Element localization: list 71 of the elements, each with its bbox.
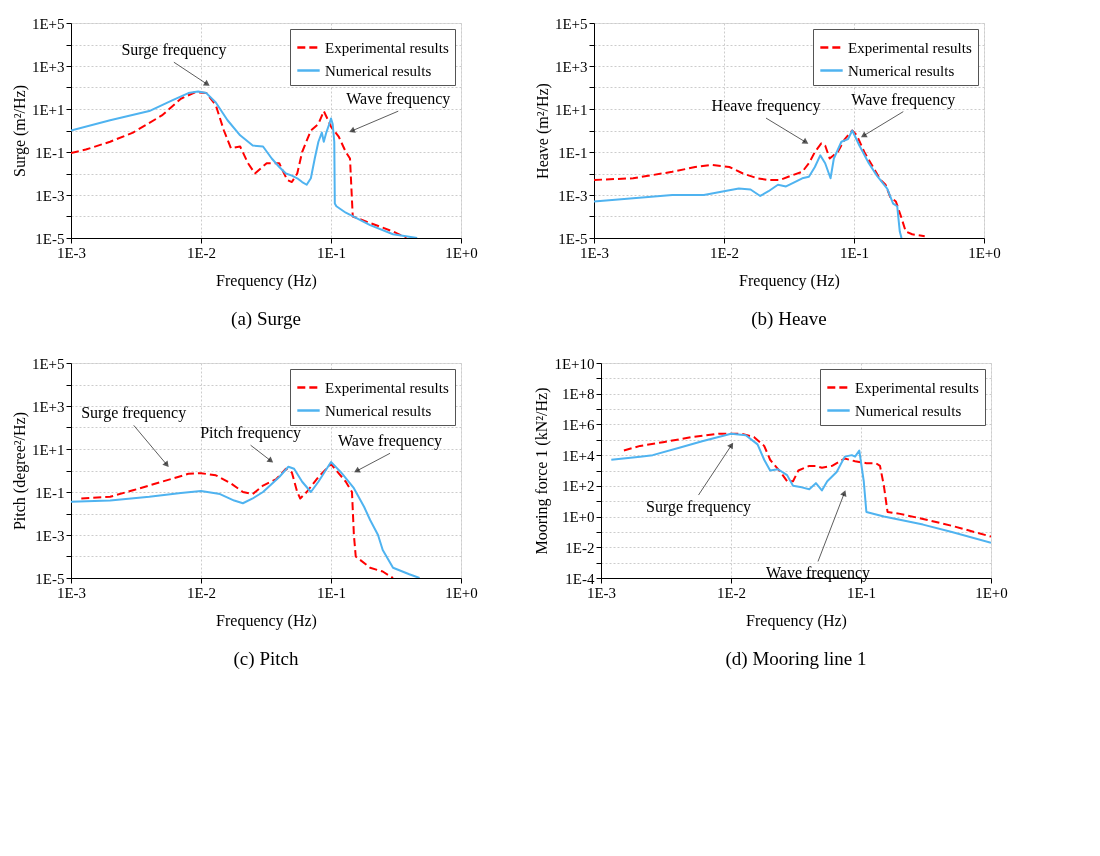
y-axis-title: Pitch (degree²/Hz) [10,411,29,531]
x-tick-label: 1E-1 [839,244,870,261]
text: (c) Pitch [233,648,299,670]
x-axis-title: Frequency (Hz) [739,271,840,290]
x-axis-title: Frequency (Hz) [216,611,317,630]
y-tick-label: 1E+4 [561,447,595,464]
legend-label: Numerical results [325,62,432,79]
y-tick-label: 1E+1 [31,101,65,118]
y-tick-label: 1E-5 [558,230,588,247]
y-tick-label: 1E-2 [565,539,595,556]
y-tick-label: 1E-1 [35,484,65,501]
y-tick-label: 1E+2 [561,478,595,495]
y-tick-label: 1E+1 [554,101,588,118]
x-tick-label: 1E-2 [186,244,217,261]
legend-label: Numerical results [848,62,955,79]
annotation: Surge frequency [81,404,187,423]
legend-label: Numerical results [855,402,962,419]
y-tick-label: 1E-3 [35,527,65,544]
annotation: Surge frequency [121,41,227,60]
text: (a) Surge [231,308,301,330]
x-tick-label: 1E-3 [586,584,617,601]
legend-label: Experimental results [848,39,972,56]
x-tick-label: 1E+0 [968,244,1001,261]
legend-label: Experimental results [325,379,449,396]
x-tick-label: 1E-3 [56,244,87,261]
legend-label: Experimental results [325,39,449,56]
x-tick-label: 1E+0 [445,584,478,601]
y-tick-label: 1E-3 [35,187,65,204]
x-tick-label: 1E-1 [316,244,347,261]
annotation: Surge frequency [646,498,751,517]
y-tick-label: 1E+3 [31,398,65,415]
y-tick-label: 1E+10 [554,355,595,372]
y-tick-label: 1E+0 [561,509,595,526]
legend-label: Experimental results [855,379,979,396]
y-tick-label: 1E-5 [35,570,65,587]
y-tick-label: 1E-3 [558,187,588,204]
y-tick-label: 1E-4 [565,570,595,587]
y-tick-label: 1E-1 [558,144,588,161]
x-tick-label: 1E-3 [56,584,87,601]
y-axis-title: Mooring force 1 (kN²/Hz) [533,387,552,555]
y-tick-label: 1E+1 [31,441,65,458]
y-tick-label: 1E+3 [554,58,588,75]
annotation: Heave frequency [711,97,821,116]
y-tick-label: 1E-1 [35,144,65,161]
y-axis-title: Surge (m²/Hz) [10,84,29,178]
y-tick-label: 1E+6 [561,416,595,433]
text: (b) Heave [751,308,827,330]
x-tick-label: 1E-2 [716,584,747,601]
x-tick-label: 1E-3 [579,244,610,261]
x-tick-label: 1E-1 [846,584,877,601]
y-tick-label: 1E+5 [31,355,65,372]
y-tick-label: 1E-5 [35,230,65,247]
text: (d) Mooring line 1 [725,648,867,670]
y-axis-title: Heave (m²/Hz) [533,83,552,179]
x-tick-label: 1E+0 [445,244,478,261]
annotation: Wave frequency [346,90,451,109]
x-axis-title: Frequency (Hz) [746,611,847,630]
y-tick-label: 1E+3 [31,58,65,75]
y-tick-label: 1E+5 [554,15,588,32]
legend-label: Numerical results [325,402,432,419]
annotation: Wave frequency [766,564,870,583]
annotation: Pitch frequency [200,424,302,443]
y-tick-label: 1E+5 [31,15,65,32]
x-tick-label: 1E-1 [316,584,347,601]
x-axis-title: Frequency (Hz) [216,271,317,290]
x-tick-label: 1E-2 [186,584,217,601]
y-tick-label: 1E+8 [561,386,595,403]
annotation: Wave frequency [851,90,956,109]
x-tick-label: 1E-2 [709,244,740,261]
annotation: Wave frequency [338,432,443,451]
x-tick-label: 1E+0 [975,584,1008,601]
